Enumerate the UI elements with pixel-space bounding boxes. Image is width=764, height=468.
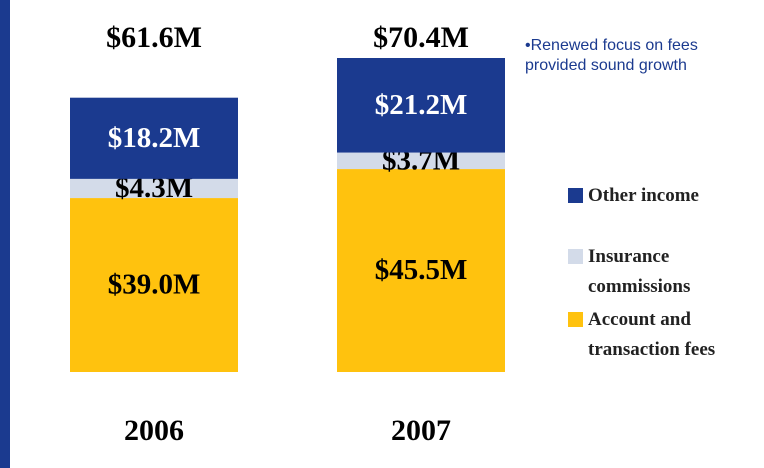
bar-segment [70,97,238,179]
bar-segment [337,169,505,372]
legend-item: Account and transaction fees [568,305,758,365]
legend-item: Insurance commissions [568,242,758,302]
value-label: $21.2M [375,89,468,121]
legend-label: Other income [588,185,699,206]
legend-swatch [568,249,583,264]
value-label: $45.5M [375,254,468,286]
side-band [0,0,10,468]
bar-segment [70,178,238,199]
bar-segment [337,58,505,153]
value-label: $18.2M [108,122,201,154]
total-label: $61.6M [106,21,202,54]
legend-item: Other income [568,181,758,211]
bar-segment [337,152,505,170]
value-label: $39.0M [108,269,201,301]
legend-label: Account and transaction fees [588,309,716,360]
total-label: $70.4M [373,21,469,54]
annotation: •Renewed focus on fees provided sound gr… [525,37,698,74]
legend-swatch [568,188,583,203]
bar-segment [70,198,238,372]
x-tick-label: 2006 [124,414,184,447]
x-tick-label: 2007 [391,414,451,447]
legend-label: Insurance commissions [588,246,691,297]
legend-swatch [568,312,583,327]
